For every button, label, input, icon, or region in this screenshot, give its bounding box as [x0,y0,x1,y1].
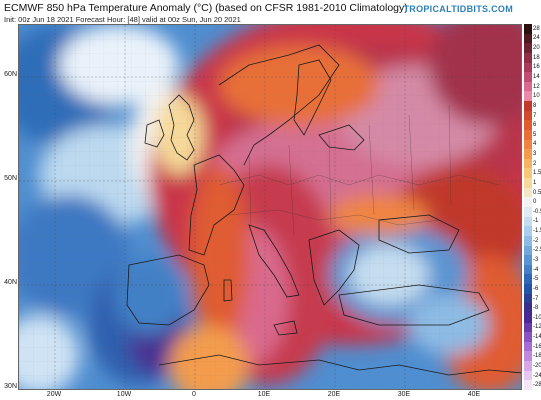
colorbar-tick-label: 12 [533,83,540,90]
colorbar-swatch [524,62,532,73]
colorbar-tick-label: -16 [533,343,541,350]
coastlines [126,44,521,376]
anomaly-map [18,24,522,390]
colorbar-tick-label: -1.5 [533,228,541,235]
lon-label-10e: 10E [257,391,271,398]
colorbar-tick-label: -18 [533,353,541,360]
colorbar-tick-label: 2 [533,160,537,167]
colorbar-tick-label: 1.5 [533,170,541,177]
lon-label-10w: 10W [116,391,132,398]
colorbar-swatch [524,361,532,372]
colorbar-swatch [524,332,532,343]
colorbar-swatch [524,43,532,54]
colorbar-swatch [524,235,532,247]
colorbar-swatch [524,303,532,314]
colorbar-swatch [524,380,532,391]
colorbar-tick-label: 8 [533,102,537,109]
colorbar-swatch [524,274,532,285]
colorbar-swatch [524,255,532,266]
colorbar-tick-label: -2 [533,237,539,244]
colorbar-swatch [524,207,532,218]
lat-label-40n: 40N [4,279,17,286]
colorbar-swatch [524,341,532,352]
colorbar-swatch [524,216,532,227]
colorbar-tick-label: -6 [533,285,539,292]
colorbar-swatch [524,158,532,169]
colorbar-swatch [524,139,532,150]
brand-label[interactable]: TROPICALTIDBITS.COM [403,4,513,14]
colorbar-tick-label: -24 [533,372,541,379]
colorbar-swatch [524,322,532,333]
colorbar-tick-label: 16 [533,64,540,71]
colorbar-swatch [524,245,532,256]
lat-label-50n: 50N [4,175,17,182]
colorbar-swatch [524,33,532,44]
colorbar-tick-label: 0 [533,199,537,206]
colorbar-swatch [524,101,532,112]
lon-label-40e: 40E [467,391,481,398]
colorbar-tick-label: 6 [533,122,537,129]
colorbar-tick-label: 1 [533,179,537,186]
forecast-subtitle: Init: 00z Jun 18 2021 Forecast Hour: [48… [4,15,241,24]
colorbar-swatch [524,52,532,64]
lon-label-20w: 20W [46,391,62,398]
colorbar-tick-label: 4 [533,141,537,148]
colorbar-tick-label: -1 [533,218,539,225]
colorbar-tick-label: -0.5 [533,208,541,215]
colorbar-swatch [524,81,532,92]
colorbar-tick-label: -5 [533,276,539,283]
colorbar-tick-label: 3 [533,151,537,158]
colorbar-tick-label: -28 [533,382,541,389]
colorbar-tick-label: 7 [533,112,537,119]
colorbar-tick-label: -20 [533,362,541,369]
colorbar-swatch [524,187,532,198]
colorbar-swatch [524,168,532,179]
lon-label-30e: 30E [397,391,411,398]
chart-title: ECMWF 850 hPa Temperature Anomaly (°C) (… [4,2,408,14]
colorbar-swatch [524,72,532,83]
colorbar-swatch [524,149,532,160]
colorbar-tick-label: -3 [533,256,539,263]
colorbar-tick-label: 18 [533,54,540,61]
colorbar-tick-label: -8 [533,305,539,312]
colorbar-swatch [524,178,532,189]
colorbar-swatch [524,226,532,237]
colorbar-swatch [524,284,532,295]
colorbar-swatch [524,24,532,35]
colorbar-swatch [524,91,532,102]
colorbar-swatch [524,293,532,304]
colorbar-tick-label: 5 [533,131,537,138]
colorbar-tick-label: -14 [533,334,541,341]
colorbar-tick-label: 10 [533,93,540,100]
colorbar-tick-label: 24 [533,35,540,42]
colorbar: 28 24 20 18 16 14 12 10 8 7 6 5 4 3 2 1.5 1 0.5 0 -0.5 -1 -1.… [524,24,541,391]
colorbar-swatch [524,197,532,208]
colorbar-tick-label: -12 [533,324,541,331]
colorbar-tick-label: 28 [533,25,540,32]
lat-label-30n: 30N [4,383,17,390]
colorbar-tick-label: -10 [533,314,541,321]
colorbar-tick-label: 0.5 [533,189,541,196]
anomaly-field [19,25,521,389]
colorbar-tick-label: 20 [533,45,540,52]
colorbar-swatch [524,312,532,324]
colorbar-swatch [524,110,532,121]
colorbar-swatch [524,264,532,275]
lon-label-20e: 20E [327,391,341,398]
colorbar-swatch [524,370,532,381]
colorbar-tick-label: -4 [533,266,539,273]
colorbar-tick-label: -2.5 [533,247,541,254]
lat-label-60n: 60N [4,71,17,78]
lon-label-0: 0 [192,391,196,398]
colorbar-swatch [524,351,532,362]
colorbar-tick-label: -7 [533,295,539,302]
colorbar-swatch [524,120,532,131]
colorbar-tick-label: 14 [533,73,540,80]
colorbar-swatch [524,129,532,141]
